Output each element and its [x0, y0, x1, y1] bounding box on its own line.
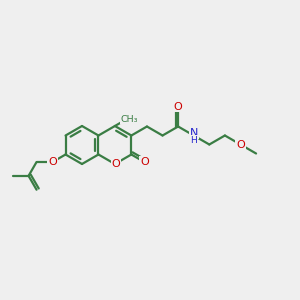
Text: CH₃: CH₃ [120, 115, 138, 124]
Text: N: N [190, 128, 198, 139]
Text: O: O [236, 140, 245, 149]
Text: O: O [140, 157, 149, 167]
Text: H: H [190, 136, 197, 145]
Text: O: O [112, 159, 120, 169]
Text: O: O [174, 101, 182, 112]
Text: O: O [48, 157, 57, 167]
